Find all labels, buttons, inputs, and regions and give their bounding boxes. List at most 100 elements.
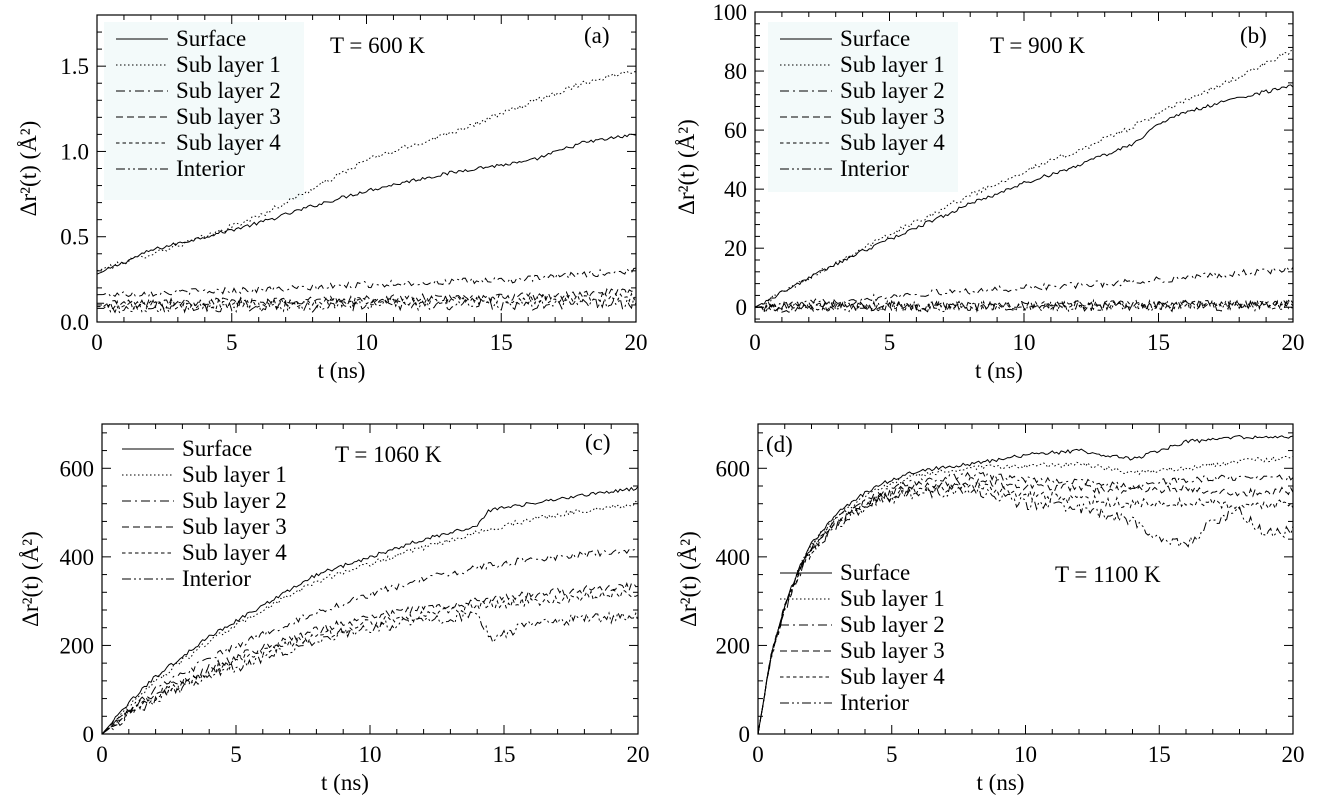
temperature-label: T = 900 K — [990, 33, 1085, 58]
series-line-sub-layer-2 — [755, 265, 1293, 311]
x-tick-label: 10 — [1013, 330, 1036, 355]
legend-background — [110, 432, 310, 602]
legend-background — [104, 22, 304, 200]
series-line-sub-layer-4 — [758, 481, 1293, 734]
y-tick-label: 0 — [736, 295, 748, 320]
x-tick-label: 20 — [625, 330, 648, 355]
x-tick-label: 10 — [359, 742, 382, 767]
series-line-sub-layer-3 — [755, 299, 1293, 312]
x-tick-label: 20 — [1282, 330, 1305, 355]
series-line-surface — [755, 84, 1293, 308]
panel-label: (c) — [585, 430, 611, 455]
series-line-sub-layer-2 — [97, 267, 636, 298]
x-tick-label: 20 — [627, 742, 650, 767]
series-line-sub-layer-1 — [102, 500, 638, 734]
legend-label: Surface — [840, 26, 910, 51]
legend-label: Sub layer 1 — [176, 52, 281, 77]
y-tick-label: 20 — [724, 236, 747, 261]
y-tick-label: 1.5 — [60, 54, 89, 79]
y-tick-label: 600 — [716, 456, 751, 481]
legend-label: Sub layer 4 — [176, 130, 281, 155]
x-tick-label: 15 — [1147, 330, 1170, 355]
legend-label: Sub layer 4 — [840, 664, 945, 689]
x-axis-label: t (ns) — [975, 358, 1023, 383]
legend-label: Sub layer 1 — [840, 586, 945, 611]
panel-label: (d) — [766, 432, 793, 457]
y-tick-label: 0 — [739, 722, 751, 747]
legend-label: Interior — [176, 156, 245, 181]
y-tick-label: 60 — [724, 118, 747, 143]
y-tick-label: 0.0 — [60, 310, 89, 335]
y-tick-label: 1.0 — [60, 139, 89, 164]
series-line-sub-layer-4 — [755, 298, 1293, 313]
legend-label: Sub layer 3 — [182, 514, 287, 539]
x-tick-label: 0 — [96, 742, 108, 767]
x-axis-label: t (ns) — [321, 770, 369, 795]
panel-label: (b) — [1240, 23, 1267, 48]
legend-label: Surface — [182, 436, 252, 461]
legend-label: Sub layer 2 — [840, 78, 945, 103]
y-axis-label: Δr²(t) (Å²) — [16, 121, 41, 217]
legend-background — [768, 22, 958, 192]
panel-label: (a) — [584, 23, 610, 48]
x-axis-label: t (ns) — [318, 358, 366, 383]
legend-label: Sub layer 1 — [840, 52, 945, 77]
x-tick-label: 0 — [91, 330, 103, 355]
y-axis-label: Δr²(t) (Å²) — [674, 119, 699, 215]
series-line-surface — [758, 434, 1293, 734]
y-tick-label: 100 — [713, 0, 748, 25]
series-line-sub-layer-4 — [102, 588, 638, 734]
y-tick-label: 400 — [60, 545, 95, 570]
legend-label: Sub layer 4 — [182, 540, 287, 565]
series-line-sub-layer-4 — [97, 292, 636, 312]
legend-label: Surface — [840, 560, 910, 585]
y-tick-label: 0 — [83, 722, 95, 747]
legend-label: Sub layer 2 — [182, 488, 287, 513]
legend-label: Sub layer 3 — [176, 104, 281, 129]
chart-panel-1: 0 5 10 15 20 0 20 40 60 80 100 t (ns) Δr²(t) (Å²) (b)… — [674, 0, 1305, 383]
x-tick-label: 5 — [230, 742, 242, 767]
legend-label: Sub layer 3 — [840, 638, 945, 663]
chart-panel-0: 0 5 10 15 20 0.0 0.5 1.0 1.5 t (ns) Δr²(t) (Å²) (a)… — [16, 14, 648, 383]
temperature-label: T = 1060 K — [335, 442, 442, 467]
legend-label: Sub layer 1 — [182, 462, 287, 487]
x-tick-label: 15 — [1148, 742, 1171, 767]
y-axis-label: Δr²(t) (Å²) — [676, 531, 701, 627]
y-axis-label: Δr²(t) (Å²) — [18, 531, 43, 627]
series-line-interior — [755, 298, 1293, 314]
x-tick-label: 5 — [884, 330, 896, 355]
series-line-sub-layer-3 — [97, 287, 636, 309]
x-tick-label: 20 — [1282, 742, 1305, 767]
temperature-label: T = 1100 K — [1055, 562, 1161, 587]
legend-background — [768, 556, 968, 726]
legend-label: Sub layer 4 — [840, 130, 945, 155]
legend-label: Interior — [840, 156, 909, 181]
x-tick-label: 15 — [493, 742, 516, 767]
y-tick-label: 0.5 — [60, 225, 89, 250]
legend-label: Interior — [840, 690, 909, 715]
y-tick-label: 200 — [716, 633, 751, 658]
x-axis-label: t (ns) — [977, 770, 1025, 795]
series-line-surface — [102, 486, 638, 734]
legend-label: Sub layer 2 — [176, 78, 281, 103]
series-line-sub-layer-3 — [758, 477, 1293, 734]
x-tick-label: 15 — [490, 330, 513, 355]
series-line-interior — [97, 296, 636, 314]
x-tick-label: 0 — [749, 330, 761, 355]
legend-label: Surface — [176, 26, 246, 51]
legend-label: Sub layer 3 — [840, 104, 945, 129]
series-line-interior — [758, 484, 1293, 734]
x-tick-label: 10 — [1014, 742, 1037, 767]
y-tick-label: 400 — [716, 545, 751, 570]
x-tick-label: 5 — [886, 742, 898, 767]
y-tick-label: 80 — [724, 59, 747, 84]
series-line-sub-layer-2 — [758, 471, 1293, 734]
legend-label: Interior — [182, 566, 251, 591]
series-line-surface — [97, 133, 636, 275]
series-line-interior — [102, 610, 638, 734]
x-tick-label: 5 — [226, 330, 238, 355]
y-tick-label: 200 — [60, 633, 95, 658]
